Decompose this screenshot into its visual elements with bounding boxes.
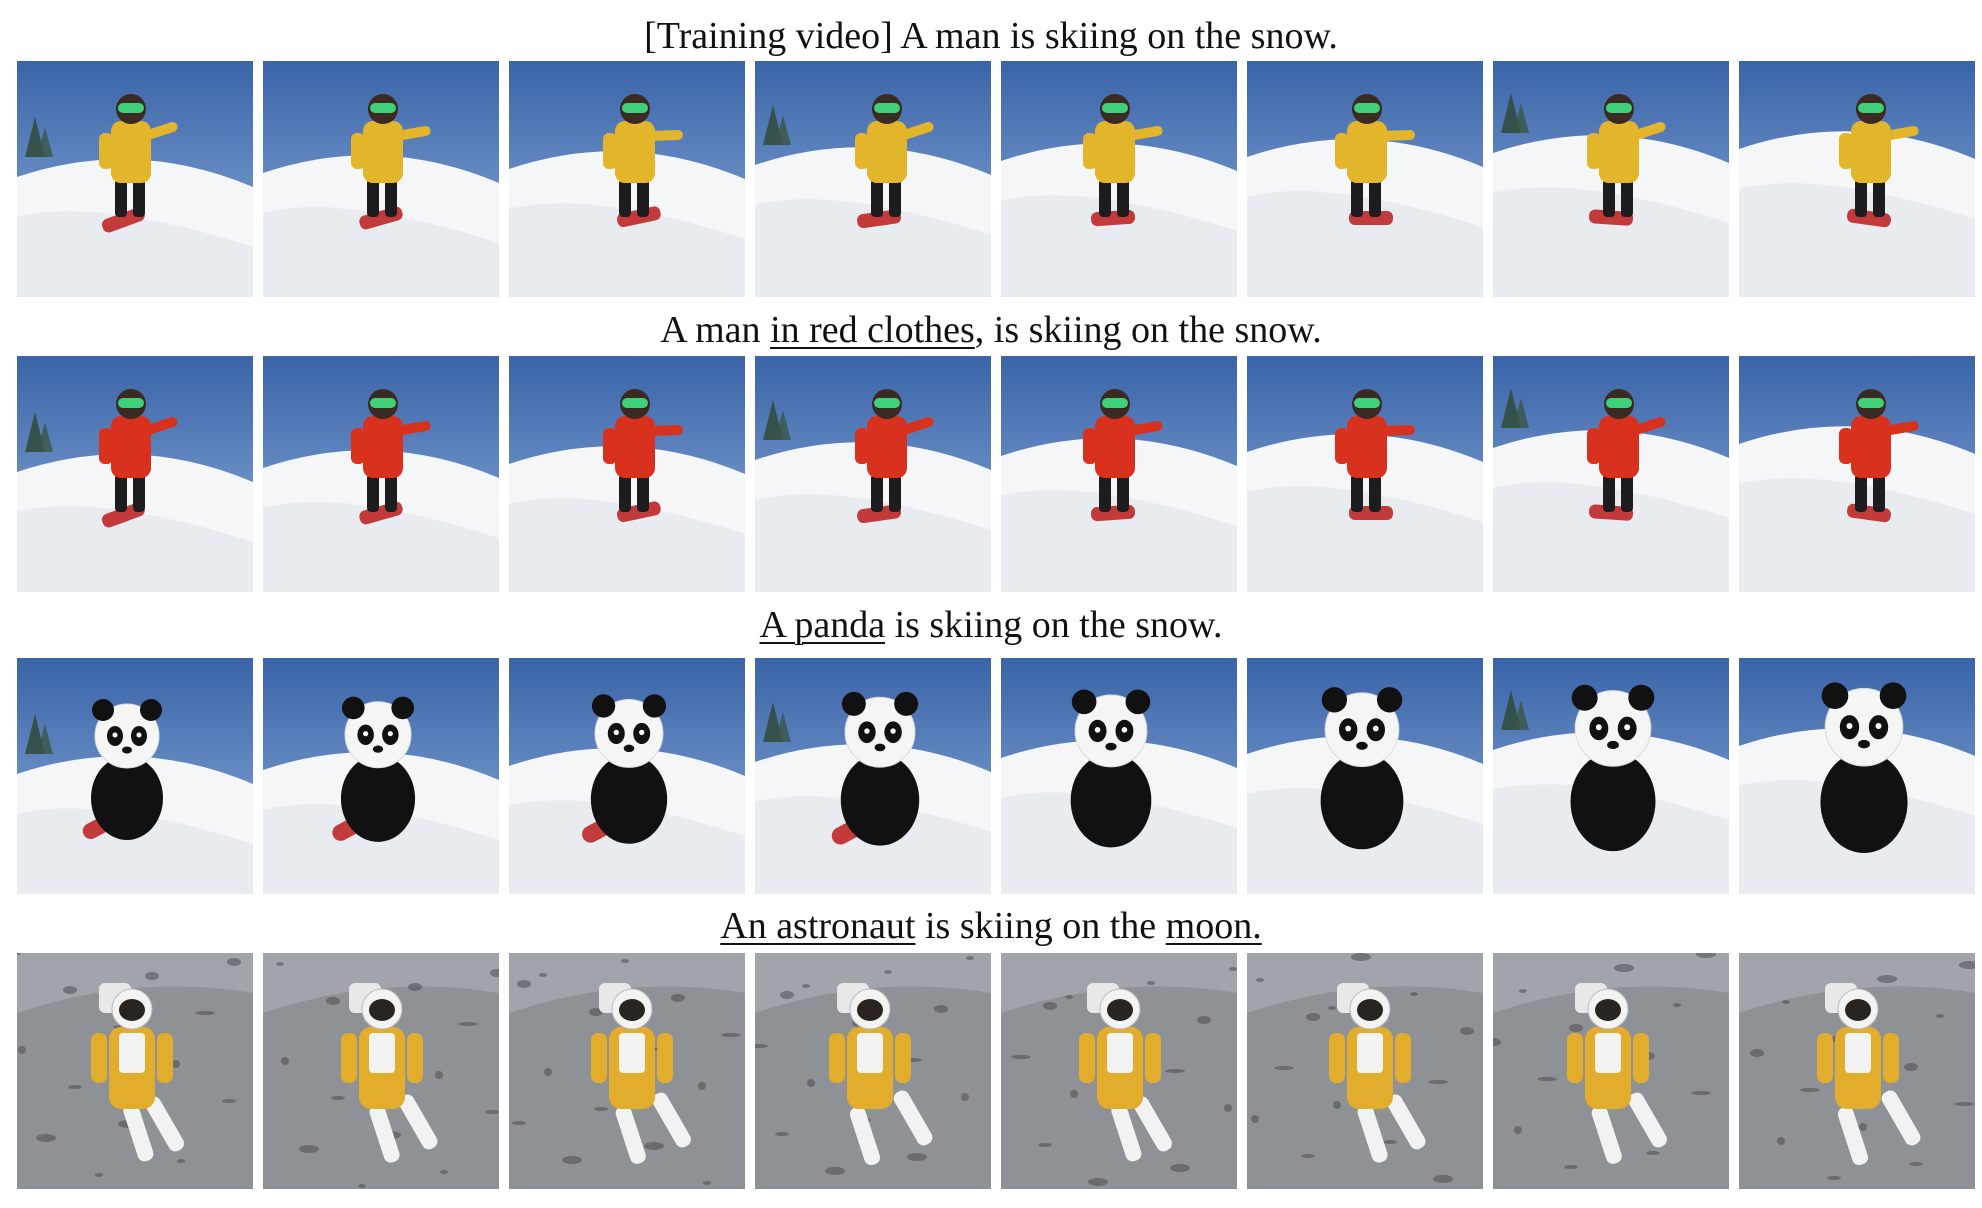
video-frame — [263, 61, 499, 297]
video-frame — [1247, 658, 1483, 894]
frame-image — [1739, 658, 1975, 894]
frame-image — [509, 658, 745, 894]
video-frame — [1493, 658, 1729, 894]
frame-image — [17, 658, 253, 894]
video-frame — [509, 658, 745, 894]
frame-image — [1739, 61, 1975, 297]
frame-image — [1001, 61, 1237, 297]
video-frame — [1001, 356, 1237, 592]
video-frame — [1493, 61, 1729, 297]
caption-underlined-segment: in red clothes — [770, 309, 975, 351]
video-frame — [1001, 658, 1237, 894]
caption-red-clothes: A man in red clothes, is skiing on the s… — [0, 308, 1982, 352]
caption-underlined-segment: An astronaut — [720, 905, 916, 947]
video-frame — [755, 658, 991, 894]
frame-image — [1247, 61, 1483, 297]
video-frame — [17, 61, 253, 297]
caption-panda: A panda is skiing on the snow. — [0, 603, 1982, 647]
video-frame — [1247, 953, 1483, 1189]
frame-row-red-clothes — [17, 356, 1975, 592]
video-frame — [1739, 61, 1975, 297]
frame-image — [17, 356, 253, 592]
frame-row-training — [17, 61, 1975, 297]
video-frame — [509, 953, 745, 1189]
frame-image — [755, 356, 991, 592]
frame-image — [755, 61, 991, 297]
frame-image — [263, 356, 499, 592]
frame-image — [1493, 356, 1729, 592]
caption-training: [Training video] A man is skiing on the … — [0, 14, 1982, 58]
frame-image — [1247, 356, 1483, 592]
video-frame — [509, 356, 745, 592]
caption-segment: , is skiing on the snow. — [974, 309, 1322, 351]
video-frame — [1001, 953, 1237, 1189]
video-frame — [1247, 61, 1483, 297]
frame-image — [755, 658, 991, 894]
frame-row-panda — [17, 658, 1975, 894]
caption-segment: [Training video] A man is skiing on the … — [644, 15, 1338, 57]
video-frame — [1493, 953, 1729, 1189]
frame-image — [1493, 658, 1729, 894]
frame-image — [509, 356, 745, 592]
frame-image — [1739, 356, 1975, 592]
video-frame — [1001, 61, 1237, 297]
video-frame — [755, 356, 991, 592]
caption-astronaut: An astronaut is skiing on the moon. — [0, 904, 1982, 948]
frame-image — [1493, 953, 1729, 1189]
frame-image — [1739, 953, 1975, 1189]
video-frame — [755, 61, 991, 297]
frame-image — [1493, 61, 1729, 297]
frame-image — [263, 953, 499, 1189]
caption-underlined-segment: moon. — [1165, 905, 1262, 947]
video-frame — [17, 953, 253, 1189]
video-frame — [263, 953, 499, 1189]
video-frame — [17, 658, 253, 894]
video-frame — [1739, 356, 1975, 592]
video-frame — [1739, 953, 1975, 1189]
frame-image — [17, 61, 253, 297]
frame-image — [17, 953, 253, 1189]
video-frame — [755, 953, 991, 1189]
video-frame — [263, 658, 499, 894]
frame-image — [1001, 356, 1237, 592]
frame-image — [755, 953, 991, 1189]
frame-image — [263, 61, 499, 297]
caption-segment: is skiing on the — [915, 905, 1166, 947]
frame-image — [263, 658, 499, 894]
video-frame — [1493, 356, 1729, 592]
video-frame — [1247, 356, 1483, 592]
video-frame — [1739, 658, 1975, 894]
frame-image — [1001, 953, 1237, 1189]
caption-segment: is skiing on the snow. — [885, 604, 1223, 646]
frame-image — [1001, 658, 1237, 894]
frame-image — [1247, 658, 1483, 894]
video-frame — [509, 61, 745, 297]
frame-image — [509, 953, 745, 1189]
frame-image — [509, 61, 745, 297]
frame-image — [1247, 953, 1483, 1189]
caption-underlined-segment: A panda — [759, 604, 886, 646]
video-frame — [17, 356, 253, 592]
frame-row-astronaut — [17, 953, 1975, 1189]
video-frame — [263, 356, 499, 592]
caption-segment: A man — [660, 309, 771, 351]
